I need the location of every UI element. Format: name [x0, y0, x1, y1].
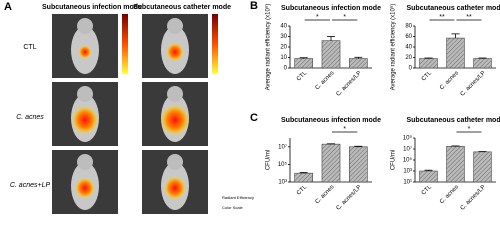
panel-label: A — [4, 1, 12, 13]
x-tick-label: C. acnes/LP — [460, 70, 487, 97]
y-tick-label: 60 — [405, 34, 412, 40]
bar — [349, 146, 368, 183]
y-tick-label: 20 — [280, 45, 287, 51]
row-label: C. acnes+LP — [10, 182, 51, 189]
signal — [166, 43, 184, 61]
mouse-head — [167, 18, 183, 34]
y-tick-label: 40 — [405, 45, 412, 51]
bar — [419, 58, 438, 69]
x-tick-label: CTL — [421, 70, 434, 83]
y-tick-label: 10³ — [403, 169, 412, 175]
scale-note: Radiant Efficiency — [222, 195, 254, 200]
significance-label: * — [468, 126, 471, 133]
y-tick-label: 10⁵ — [403, 157, 413, 164]
x-tick-label: CTL — [421, 184, 434, 197]
y-axis-label: CFU/ml — [266, 150, 272, 170]
mouse-head — [77, 154, 93, 170]
figure: A Subcutaneous infection mode Subcutaneo… — [4, 0, 500, 214]
chart-title: Subcutaneous catheter mode — [406, 117, 500, 124]
y-tick-label: 10⁹ — [403, 135, 413, 142]
x-tick-label: CTL — [296, 184, 309, 197]
color-bar — [122, 14, 128, 74]
y-tick-label: 10⁷ — [278, 143, 287, 150]
x-tick-label: C. acnes — [315, 184, 336, 205]
row-label: CTL — [23, 44, 36, 51]
significance-label: * — [343, 126, 346, 133]
significance-label: ** — [439, 14, 445, 21]
y-tick-label: 20 — [405, 55, 412, 61]
signal — [78, 45, 92, 59]
x-tick-label: C. acnes/LP — [336, 70, 363, 97]
y-axis-label: CFU/ml — [391, 150, 397, 170]
chart-title: Subcutaneous infection mode — [281, 5, 381, 12]
signal — [164, 176, 186, 200]
column-title: Subcutaneous catheter mode — [133, 4, 231, 11]
y-tick-label: 10 — [280, 55, 287, 61]
y-tick-label: 10³ — [278, 180, 287, 186]
bar — [294, 172, 313, 183]
mouse-head — [77, 18, 93, 34]
panel-label: C — [250, 112, 258, 124]
y-tick-label: 10⁵ — [278, 161, 288, 168]
signal — [72, 106, 98, 134]
x-tick-label: C. acnes/LP — [460, 184, 487, 211]
y-tick-label: 40 — [280, 24, 287, 30]
x-tick-label: C. acnes/LP — [336, 184, 363, 211]
mouse-head — [167, 86, 183, 102]
row-label: C. acnes — [16, 114, 44, 121]
mouse-head — [77, 86, 93, 102]
y-tick-label: 30 — [280, 34, 287, 40]
y-tick-label: 10¹ — [403, 180, 412, 186]
signal — [75, 177, 95, 199]
y-tick-label: 80 — [405, 24, 412, 30]
x-tick-label: CTL — [296, 70, 309, 83]
y-axis-label: Average radiant efficiency (x10⁹) — [265, 4, 272, 91]
y-tick-label: 10⁷ — [403, 146, 412, 153]
chart-title: Subcutaneous infection mode — [281, 117, 381, 124]
significance-label: * — [343, 14, 346, 21]
bar — [294, 58, 313, 69]
y-tick-label: 0 — [409, 66, 413, 72]
image-grid — [52, 14, 218, 214]
significance-label: ** — [466, 14, 472, 21]
bar — [473, 58, 492, 69]
signal — [161, 105, 189, 135]
bar — [419, 170, 438, 183]
y-axis-label: Average radiant efficiency (x10⁹) — [390, 4, 397, 91]
bar — [473, 151, 492, 183]
bar — [349, 58, 368, 69]
significance-label: * — [316, 14, 319, 21]
bar — [321, 40, 341, 69]
x-tick-label: C. acnes — [439, 184, 460, 205]
panel-label: B — [250, 0, 258, 12]
column-title: Subcutaneous infection mode — [42, 4, 142, 11]
y-tick-label: 0 — [284, 66, 288, 72]
bar — [321, 143, 341, 183]
x-tick-label: C. acnes — [315, 70, 336, 91]
bar — [446, 146, 465, 183]
mouse-head — [167, 154, 183, 170]
chart-title: Subcutaneous catheter mode — [406, 5, 500, 12]
scale-label: Color Scale — [222, 205, 243, 210]
bar — [446, 37, 465, 69]
x-tick-label: C. acnes — [439, 70, 460, 91]
color-bar — [212, 14, 218, 74]
page: A Subcutaneous infection mode Subcutaneo… — [4, 0, 500, 214]
